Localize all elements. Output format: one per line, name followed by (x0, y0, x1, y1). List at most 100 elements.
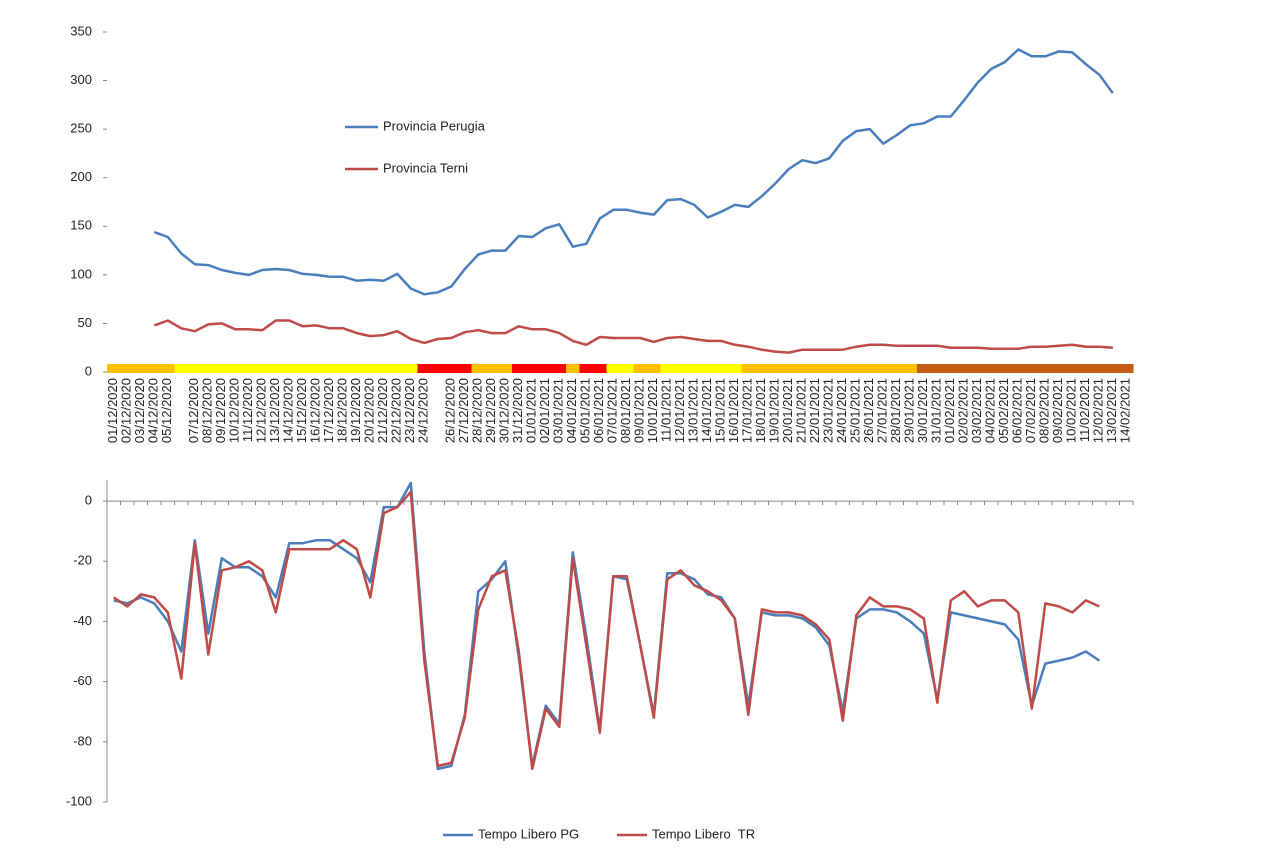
x-tick-label: 19/12/2020 (348, 378, 363, 443)
zone-cell (930, 364, 945, 373)
x-tick-label: 08/01/2021 (618, 378, 633, 443)
zone-cell (161, 364, 175, 373)
zone-cell (579, 364, 594, 373)
x-tick-label: 02/01/2021 (537, 378, 552, 443)
x-tick-label: 31/12/2020 (510, 378, 525, 443)
x-tick-label: 08/02/2021 (1037, 378, 1052, 443)
y-tick-label: 250 (70, 121, 92, 136)
x-tick-label: 09/12/2020 (213, 378, 228, 443)
series-line (113, 481, 1100, 771)
zone-cell (201, 364, 216, 373)
x-tick-label: 03/01/2021 (551, 378, 566, 443)
x-tick-label: 05/01/2021 (578, 378, 593, 443)
x-tick-label: 01/12/2020 (105, 378, 120, 443)
zone-cell (471, 364, 486, 373)
zone-cell (431, 364, 445, 373)
zone-cell (525, 364, 540, 373)
zone-cell (971, 364, 985, 373)
zone-cell (350, 364, 364, 373)
zone-cell (552, 364, 567, 373)
x-tick-label: 29/01/2021 (902, 378, 917, 443)
x-tick-label: 07/02/2021 (1023, 378, 1038, 443)
x-tick-label: 12/12/2020 (254, 378, 269, 443)
x-tick-label: 30/01/2021 (915, 378, 930, 443)
zone-cell (957, 364, 972, 373)
zone-cell (606, 364, 621, 373)
zone-cell (282, 364, 297, 373)
x-tick-label: 31/01/2021 (929, 378, 944, 443)
zone-cell (444, 364, 459, 373)
x-tick-label: 28/01/2021 (888, 378, 903, 443)
x-tick-label: 25/01/2021 (848, 378, 863, 443)
zone-cell (417, 364, 432, 373)
x-tick-label: 18/01/2021 (753, 378, 768, 443)
x-tick-label: 01/01/2021 (524, 378, 539, 443)
zone-cell (309, 364, 324, 373)
x-tick-label: 18/12/2020 (335, 378, 350, 443)
zone-cell (269, 364, 283, 373)
x-tick-label: 26/12/2020 (443, 378, 458, 443)
x-tick-label: 21/01/2021 (794, 378, 809, 443)
x-tick-label: 06/02/2021 (1010, 378, 1025, 443)
x-tick-label: 03/12/2020 (132, 378, 147, 443)
y-tick-label: 50 (78, 315, 92, 330)
zone-cell (1065, 364, 1080, 373)
x-tick-label: 23/12/2020 (402, 378, 417, 443)
x-tick-label: 12/01/2021 (672, 378, 687, 443)
x-tick-label: 27/01/2021 (875, 378, 890, 443)
y-tick-label: -100 (66, 793, 92, 808)
x-tick-label: 24/01/2021 (834, 378, 849, 443)
x-tick-label: 15/01/2021 (713, 378, 728, 443)
x-tick-label: 20/12/2020 (362, 378, 377, 443)
x-tick-label: 30/12/2020 (497, 378, 512, 443)
x-tick-label: 14/01/2021 (699, 378, 714, 443)
x-tick-label: 11/01/2021 (659, 378, 674, 442)
x-tick-label: 15/12/2020 (294, 378, 309, 443)
zone-cell (876, 364, 891, 373)
x-tick-label: 21/12/2020 (375, 378, 390, 443)
x-tick-label: 16/12/2020 (308, 378, 323, 443)
x-tick-label: 29/12/2020 (483, 378, 498, 443)
zone-cell (1119, 364, 1134, 373)
x-tick-label: 13/12/2020 (267, 378, 282, 443)
x-tick-label: 27/12/2020 (456, 378, 471, 443)
x-tick-label: 05/02/2021 (996, 378, 1011, 443)
zone-cell (188, 364, 202, 373)
zone-cell (903, 364, 918, 373)
x-tick-label: 05/12/2020 (159, 378, 174, 443)
zone-cell (147, 364, 162, 373)
zone-cell (323, 364, 337, 373)
x-tick-label: 14/02/2021 (1118, 378, 1133, 443)
x-tick-label: 12/02/2021 (1091, 378, 1106, 443)
y-tick-label: 350 (70, 23, 92, 38)
zone-cell (984, 364, 999, 373)
legend-label: Provincia Perugia (383, 118, 486, 133)
zone-cell (377, 364, 391, 373)
zone-cell (647, 364, 661, 373)
x-tick-label: 19/01/2021 (767, 378, 782, 443)
zone-cell (134, 364, 148, 373)
series-line (153, 319, 1113, 354)
x-tick-label: 26/01/2021 (861, 378, 876, 443)
x-tick-label: 10/01/2021 (645, 378, 660, 443)
x-tick-label: 28/12/2020 (470, 378, 485, 443)
zone-cell (687, 364, 702, 373)
y-tick-label: 150 (70, 218, 92, 233)
zone-cell (741, 364, 756, 373)
x-tick-label: 09/02/2021 (1050, 378, 1065, 443)
zone-cell (782, 364, 796, 373)
x-tick-label: 03/02/2021 (969, 378, 984, 443)
legend-label: Provincia Terni (383, 160, 468, 175)
zone-cell (296, 364, 310, 373)
zone-cell (633, 364, 648, 373)
zone-cell (768, 364, 783, 373)
y-tick-label: 0 (85, 363, 92, 378)
zone-cell (215, 364, 229, 373)
y-tick-label: -80 (73, 733, 92, 748)
zone-cell (1011, 364, 1026, 373)
y-tick-label: 100 (70, 266, 92, 281)
zone-cell (539, 364, 553, 373)
legend-label: Tempo Libero TR (652, 826, 755, 841)
x-tick-label: 11/02/2021 (1077, 378, 1092, 442)
